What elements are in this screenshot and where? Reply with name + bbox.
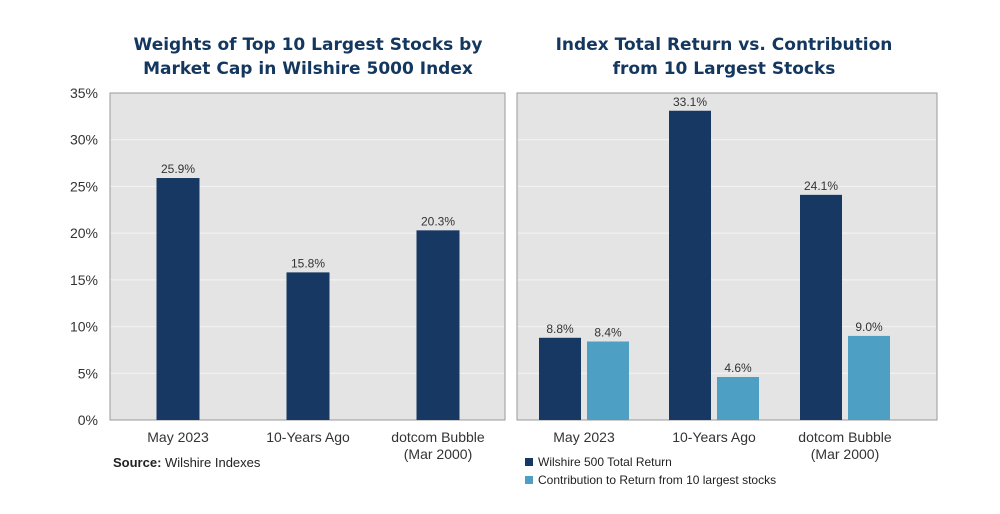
legend-swatch-contribution xyxy=(525,476,533,484)
left-bar xyxy=(156,178,200,420)
right-data-label: 9.0% xyxy=(855,320,883,334)
right-bar xyxy=(848,335,890,420)
legend-item-contribution: Contribution to Return from 10 largest s… xyxy=(525,473,776,487)
right-category-label: May 2023 xyxy=(553,429,615,445)
source-text: Wilshire Indexes xyxy=(161,455,261,470)
right-chart-title: Index Total Return vs. Contribution from… xyxy=(555,35,893,79)
right-bar xyxy=(587,341,629,420)
left-y-tick-label: 35% xyxy=(70,85,98,101)
legend-label-total-return: Wilshire 500 Total Return xyxy=(538,455,672,469)
right-data-label: 33.1% xyxy=(673,95,707,109)
right-bar xyxy=(717,377,759,420)
legend-label-contribution: Contribution to Return from 10 largest s… xyxy=(538,473,777,487)
left-bar xyxy=(416,230,460,420)
legend-item-total-return: Wilshire 500 Total Return xyxy=(525,455,672,469)
left-data-label: 15.8% xyxy=(291,256,325,270)
left-category-label: (Mar 2000) xyxy=(404,446,472,462)
left-bar xyxy=(286,272,330,420)
left-y-tick-label: 25% xyxy=(70,178,98,194)
left-y-tick-label: 5% xyxy=(78,365,98,381)
right-bar xyxy=(539,337,581,420)
left-chart-title: Weights of Top 10 Largest Stocks by Mark… xyxy=(133,35,483,79)
right-data-label: 24.1% xyxy=(804,179,838,193)
legend-swatch-total-return xyxy=(525,458,533,466)
right-category-label: (Mar 2000) xyxy=(811,446,879,462)
right-data-label: 8.8% xyxy=(546,322,574,336)
right-bar xyxy=(800,194,842,420)
left-y-tick-label: 15% xyxy=(70,272,98,288)
left-y-tick-label: 10% xyxy=(70,319,98,335)
right-data-label: 4.6% xyxy=(724,361,752,375)
right-data-label: 8.4% xyxy=(594,326,622,340)
left-y-tick-label: 20% xyxy=(70,225,98,241)
left-category-label: dotcom Bubble xyxy=(391,429,485,445)
left-category-label: May 2023 xyxy=(147,429,209,445)
source-note: Source: Wilshire Indexes xyxy=(113,455,260,470)
left-data-label: 25.9% xyxy=(161,162,195,176)
right-category-label: dotcom Bubble xyxy=(798,429,892,445)
source-label: Source: xyxy=(113,455,162,470)
right-category-label: 10-Years Ago xyxy=(672,429,756,445)
left-y-tick-label: 30% xyxy=(70,132,98,148)
left-data-label: 20.3% xyxy=(421,214,455,228)
left-category-label: 10-Years Ago xyxy=(266,429,350,445)
left-y-tick-label: 0% xyxy=(78,412,98,428)
right-bar xyxy=(669,110,711,420)
